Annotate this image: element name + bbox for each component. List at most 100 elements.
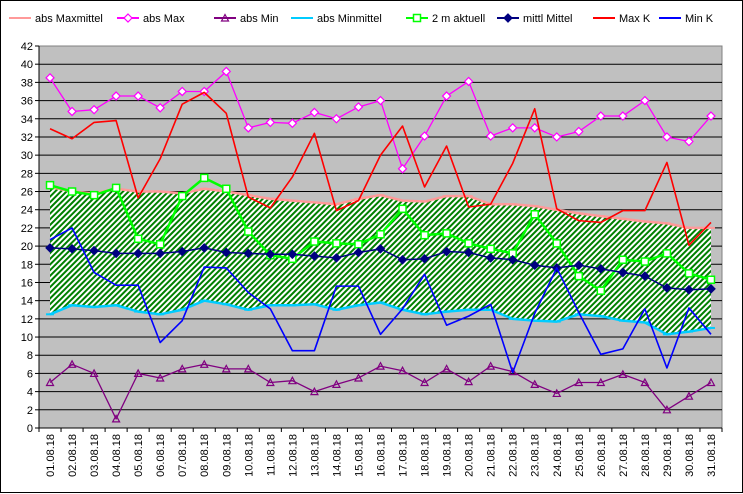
point-mittl-mittel-27.08.18: [618, 267, 628, 278]
y-tick-label-22: 22: [21, 223, 33, 235]
point-abs-min-23.08.18: [530, 379, 540, 388]
point-abs-max-07.08.18: [177, 86, 188, 97]
x-tick-label-13.08.18: 13.08.18: [309, 434, 321, 477]
point-abs-max-27.08.18: [618, 111, 628, 121]
y-tick-label-34: 34: [21, 114, 33, 126]
point-mittl-mittel-07.08.18: [177, 246, 188, 257]
point-2-m-aktuell-23.08.18: [530, 210, 539, 219]
legend-swatch-marker-2-m-aktuell: [412, 13, 422, 23]
point-abs-max-26.08.18: [595, 111, 606, 121]
x-tick-label-11.08.18: 11.08.18: [265, 434, 277, 476]
point-mittl-mittel-17.08.18: [397, 254, 408, 265]
point-abs-min-31.08.18: [706, 377, 716, 387]
y-tick-label-14: 14: [21, 296, 33, 308]
point-2-m-aktuell-27.08.18: [618, 255, 628, 264]
legend-item-abs-max: abs Max: [117, 13, 185, 25]
point-abs-min-11.08.18: [265, 377, 275, 387]
x-tick-label-20.08.18: 20.08.18: [464, 434, 476, 477]
y-tick-label-6: 6: [27, 368, 33, 380]
x-tick-label-30.08.18: 30.08.18: [684, 434, 696, 477]
point-abs-max-13.08.18: [309, 107, 320, 118]
x-tick-label-01.08.18: 01.08.18: [45, 434, 57, 477]
x-tick-label-26.08.18: 26.08.18: [596, 434, 608, 477]
series-max-k: [49, 91, 712, 246]
point-2-m-aktuell-09.08.18: [222, 184, 231, 194]
x-tick-label-17.08.18: 17.08.18: [398, 434, 410, 477]
series-line-max-k: [49, 91, 712, 246]
point-2-m-aktuell-31.08.18: [706, 275, 716, 284]
series-mittl-mittel: [45, 243, 716, 295]
point-abs-min-21.08.18: [486, 361, 496, 370]
point-mittl-mittel-11.08.18: [265, 249, 276, 260]
legend-label-abs-maxmittel: abs Maxmittel: [35, 13, 103, 25]
legend-item-2-m-aktuell: 2 m aktuell: [406, 13, 485, 25]
point-mittl-mittel-10.08.18: [243, 248, 254, 259]
point-abs-min-19.08.18: [442, 364, 452, 373]
point-mittl-mittel-23.08.18: [529, 260, 540, 271]
x-tick-label-27.08.18: 27.08.18: [618, 434, 630, 477]
legend-swatch-marker-mittl-mittel: [503, 13, 513, 23]
y-tick-label-10: 10: [21, 332, 33, 344]
point-abs-min-26.08.18: [596, 377, 606, 387]
point-2-m-aktuell-15.08.18: [354, 240, 363, 249]
point-mittl-mittel-05.08.18: [133, 248, 143, 259]
point-mittl-mittel-21.08.18: [485, 253, 496, 263]
point-abs-min-13.08.18: [309, 386, 319, 396]
point-mittl-mittel-08.08.18: [199, 243, 210, 253]
point-mittl-mittel-26.08.18: [595, 263, 606, 274]
point-2-m-aktuell-26.08.18: [596, 286, 606, 295]
x-tick-label-03.08.18: 03.08.18: [89, 434, 101, 477]
point-abs-max-22.08.18: [507, 123, 518, 133]
x-tick-label-21.08.18: 21.08.18: [486, 434, 498, 477]
point-2-m-aktuell-08.08.18: [199, 173, 209, 183]
point-2-m-aktuell-29.08.18: [662, 249, 672, 258]
point-abs-min-20.08.18: [464, 376, 474, 386]
legend-label-mittl-mittel: mittl Mittel: [523, 13, 573, 25]
x-tick-label-18.08.18: 18.08.18: [420, 434, 432, 477]
point-2-m-aktuell-03.08.18: [89, 190, 99, 200]
point-abs-min-07.08.18: [177, 364, 187, 373]
x-tick-label-23.08.18: 23.08.18: [530, 434, 542, 477]
x-tick-label-19.08.18: 19.08.18: [442, 434, 454, 477]
series-line-abs-min: [49, 363, 712, 420]
x-tick-label-05.08.18: 05.08.18: [133, 434, 145, 477]
point-2-m-aktuell-06.08.18: [155, 240, 165, 249]
point-2-m-aktuell-18.08.18: [420, 230, 429, 240]
point-abs-max-09.08.18: [221, 66, 232, 77]
point-abs-min-25.08.18: [574, 377, 584, 387]
point-abs-max-06.08.18: [155, 102, 166, 113]
y-tick-label-0: 0: [27, 423, 33, 435]
y-tick-label-26: 26: [21, 187, 33, 199]
point-2-m-aktuell-14.08.18: [332, 239, 341, 248]
y-tick-label-16: 16: [21, 277, 33, 289]
point-abs-max-04.08.18: [111, 91, 121, 101]
y-tick-label-4: 4: [27, 387, 33, 399]
x-axis: 01.08.18 02.08.18 03.08.18 04.08.18 05.08.18…: [38, 427, 723, 477]
legend-item-min-k: Min K: [659, 13, 714, 25]
point-2-m-aktuell-04.08.18: [111, 183, 121, 193]
y-tick-label-18: 18: [21, 259, 33, 271]
point-mittl-mittel-29.08.18: [662, 283, 672, 293]
point-abs-min-10.08.18: [243, 364, 253, 373]
point-abs-min-17.08.18: [398, 365, 408, 375]
point-2-m-aktuell-01.08.18: [45, 180, 55, 190]
min-max-band: [50, 186, 711, 335]
point-abs-max-28.08.18: [640, 95, 650, 106]
x-tick-label-08.08.18: 08.08.18: [199, 434, 211, 477]
point-abs-max-29.08.18: [662, 132, 672, 142]
y-tick-label-42: 42: [21, 41, 33, 53]
point-abs-max-31.08.18: [706, 111, 716, 121]
point-abs-max-15.08.18: [353, 102, 364, 112]
point-abs-min-27.08.18: [618, 369, 628, 378]
point-mittl-mittel-02.08.18: [67, 243, 77, 254]
point-abs-max-02.08.18: [67, 106, 77, 117]
legend-swatch-marker-abs-min: [220, 13, 230, 22]
point-2-m-aktuell-21.08.18: [486, 244, 495, 254]
x-tick-label-16.08.18: 16.08.18: [376, 434, 388, 477]
y-tick-label-40: 40: [21, 59, 33, 71]
legend-item-abs-maxmittel: abs Maxmittel: [9, 13, 103, 25]
point-2-m-aktuell-30.08.18: [684, 269, 694, 278]
point-mittl-mittel-13.08.18: [309, 251, 320, 261]
